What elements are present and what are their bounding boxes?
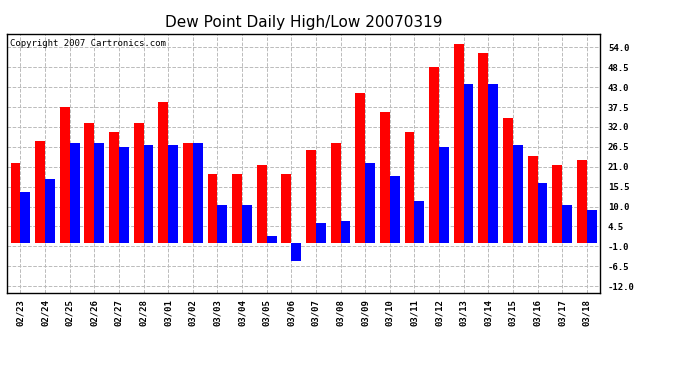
Bar bbox=[217, 205, 227, 243]
Bar bbox=[35, 141, 45, 243]
Bar bbox=[291, 243, 301, 261]
Bar bbox=[404, 132, 415, 243]
Bar bbox=[257, 165, 266, 243]
Bar bbox=[577, 159, 586, 243]
Bar bbox=[119, 147, 129, 243]
Bar bbox=[84, 123, 95, 243]
Bar bbox=[306, 150, 316, 243]
Bar bbox=[454, 44, 464, 243]
Bar bbox=[134, 123, 144, 243]
Bar bbox=[242, 205, 252, 243]
Bar bbox=[538, 183, 547, 243]
Bar bbox=[109, 132, 119, 243]
Bar bbox=[429, 67, 439, 243]
Bar bbox=[464, 84, 473, 243]
Bar bbox=[45, 179, 55, 243]
Bar bbox=[233, 174, 242, 243]
Bar bbox=[513, 145, 523, 243]
Bar bbox=[341, 221, 351, 243]
Bar bbox=[415, 201, 424, 243]
Bar bbox=[282, 174, 291, 243]
Bar bbox=[552, 165, 562, 243]
Bar bbox=[10, 163, 21, 243]
Bar bbox=[562, 205, 572, 243]
Title: Dew Point Daily High/Low 20070319: Dew Point Daily High/Low 20070319 bbox=[165, 15, 442, 30]
Bar bbox=[95, 143, 104, 243]
Bar bbox=[478, 53, 489, 243]
Bar bbox=[193, 143, 203, 243]
Bar bbox=[380, 112, 390, 243]
Bar bbox=[390, 176, 400, 243]
Bar bbox=[355, 93, 365, 243]
Bar bbox=[331, 143, 341, 243]
Bar bbox=[144, 145, 153, 243]
Bar bbox=[158, 102, 168, 243]
Bar bbox=[183, 143, 193, 243]
Text: Copyright 2007 Cartronics.com: Copyright 2007 Cartronics.com bbox=[10, 39, 166, 48]
Bar bbox=[208, 174, 217, 243]
Bar bbox=[503, 118, 513, 243]
Bar bbox=[266, 236, 277, 243]
Bar bbox=[70, 143, 79, 243]
Bar bbox=[316, 223, 326, 243]
Bar bbox=[168, 145, 178, 243]
Bar bbox=[60, 107, 70, 243]
Bar bbox=[489, 84, 498, 243]
Bar bbox=[528, 156, 538, 243]
Bar bbox=[439, 147, 449, 243]
Bar bbox=[21, 192, 30, 243]
Bar bbox=[586, 210, 597, 243]
Bar bbox=[365, 163, 375, 243]
